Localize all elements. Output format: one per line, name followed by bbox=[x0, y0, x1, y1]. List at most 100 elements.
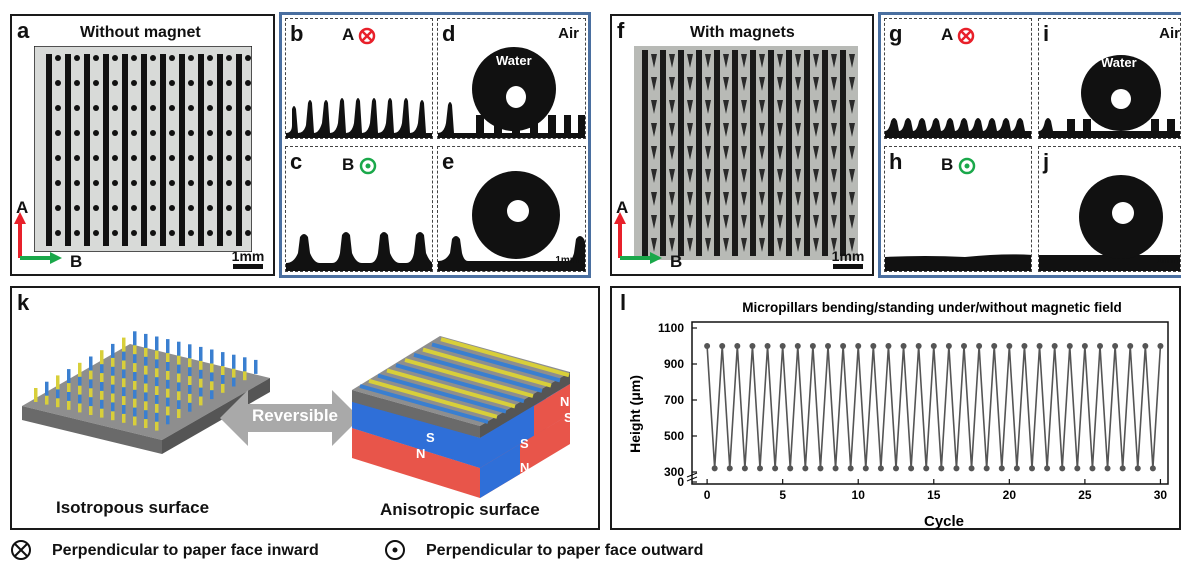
bent-pillar bbox=[741, 146, 747, 160]
stripe bbox=[198, 54, 204, 246]
isotropous-caption: Isotropous surface bbox=[56, 498, 210, 517]
dot bbox=[188, 130, 194, 136]
bent-pillar bbox=[849, 238, 855, 252]
bent-pillar-row bbox=[386, 368, 516, 409]
bent-pillar bbox=[849, 123, 855, 137]
dot bbox=[188, 105, 194, 111]
dot bbox=[74, 230, 80, 236]
data-point bbox=[1029, 465, 1035, 472]
dot bbox=[74, 130, 80, 136]
side-view-flat-pillars-h bbox=[885, 254, 1031, 271]
bent-pillar bbox=[759, 215, 765, 229]
bent-pillar-row bbox=[395, 363, 525, 404]
data-point bbox=[900, 343, 907, 349]
pillar bbox=[254, 359, 258, 374]
pillar bbox=[232, 372, 236, 387]
pillar bbox=[100, 385, 104, 400]
pillar bbox=[111, 361, 115, 376]
data-point bbox=[930, 343, 937, 349]
panel-b-label: b bbox=[290, 21, 304, 46]
dot bbox=[188, 205, 194, 211]
axis-a-label: A bbox=[16, 198, 29, 217]
data-point bbox=[1157, 343, 1164, 349]
anisotropic-caption: Anisotropic surface bbox=[380, 500, 540, 519]
pillar bbox=[122, 408, 126, 423]
data-point bbox=[1059, 465, 1066, 472]
bent-pillar bbox=[741, 123, 747, 137]
bent-pillar bbox=[777, 169, 783, 183]
pillar bbox=[177, 359, 181, 374]
dot bbox=[74, 205, 80, 211]
legend-outward: Perpendicular to paper face outward bbox=[426, 542, 704, 559]
pillar bbox=[133, 375, 137, 390]
panel-b-direction: A bbox=[342, 25, 376, 45]
data-point bbox=[998, 465, 1005, 472]
dot bbox=[55, 130, 61, 136]
pillar bbox=[155, 345, 159, 360]
panel-g-direction-text: A bbox=[941, 25, 953, 44]
pillar bbox=[166, 374, 170, 389]
dot bbox=[131, 130, 137, 136]
data-point bbox=[1089, 465, 1096, 472]
bent-pillar bbox=[741, 169, 747, 183]
bent-pillar bbox=[777, 54, 783, 68]
pillar bbox=[122, 399, 126, 414]
dot bbox=[74, 55, 80, 61]
bent-pillar bbox=[795, 100, 801, 114]
panel-g-label: g bbox=[889, 21, 903, 46]
pillar bbox=[210, 376, 214, 391]
inward-icon bbox=[958, 27, 975, 44]
dot bbox=[188, 80, 194, 86]
dot bbox=[207, 155, 213, 161]
stripe bbox=[696, 50, 702, 256]
stripe bbox=[750, 50, 756, 256]
pillar bbox=[133, 340, 137, 355]
data-point bbox=[885, 343, 892, 349]
bent-pillar bbox=[741, 215, 747, 229]
dot bbox=[150, 130, 156, 136]
dot bbox=[131, 230, 137, 236]
bent-pillar bbox=[723, 123, 729, 137]
bent-pillar bbox=[831, 123, 837, 137]
bent-pillar bbox=[669, 169, 675, 183]
pillar bbox=[144, 414, 148, 428]
panel-a: a Without magnet A B 1mm bbox=[10, 14, 275, 276]
dot bbox=[131, 180, 137, 186]
axis-a-label-f: A bbox=[616, 198, 629, 217]
bent-pillar bbox=[849, 169, 855, 183]
bent-pillar bbox=[651, 238, 657, 252]
data-point bbox=[1036, 343, 1043, 349]
panel-b: b A bbox=[285, 18, 433, 139]
pillar bbox=[221, 352, 225, 367]
stripe bbox=[217, 54, 223, 246]
bent-pillar bbox=[687, 215, 693, 229]
pillar bbox=[188, 362, 192, 377]
pillar bbox=[177, 395, 181, 410]
pillar bbox=[177, 386, 181, 401]
scale-bar-e: 1mm bbox=[550, 255, 584, 269]
pillar bbox=[100, 376, 104, 391]
bent-pillar bbox=[741, 192, 747, 206]
dot bbox=[169, 205, 175, 211]
dot bbox=[245, 105, 251, 111]
pillar bbox=[155, 354, 159, 369]
panel-a-title: Without magnet bbox=[80, 24, 201, 41]
dot bbox=[226, 130, 232, 136]
dot bbox=[93, 205, 99, 211]
pillar bbox=[89, 401, 93, 415]
panel-k-label: k bbox=[17, 290, 30, 315]
pillar bbox=[122, 346, 126, 361]
panel-i-droplet-label: Water bbox=[1101, 55, 1137, 70]
dot bbox=[112, 205, 118, 211]
pillar bbox=[56, 393, 60, 408]
bent-pillar bbox=[759, 123, 765, 137]
pillar bbox=[56, 375, 60, 390]
bent-pillar bbox=[831, 146, 837, 160]
pillar bbox=[144, 333, 148, 348]
pillar bbox=[155, 363, 159, 378]
bent-pillar bbox=[687, 169, 693, 183]
pillar bbox=[100, 394, 104, 409]
scale-bar-f: 1mm bbox=[828, 248, 868, 269]
dot bbox=[207, 205, 213, 211]
dot bbox=[55, 105, 61, 111]
